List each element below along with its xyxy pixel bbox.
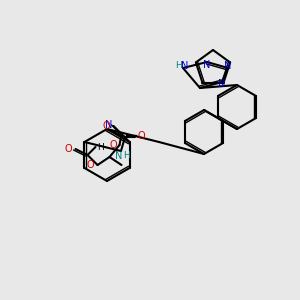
Text: N: N	[115, 151, 123, 161]
Text: O: O	[65, 144, 72, 154]
Text: H: H	[175, 61, 182, 70]
Text: O: O	[103, 121, 110, 131]
Text: N: N	[181, 61, 189, 71]
Text: H: H	[123, 152, 129, 160]
Text: O: O	[87, 160, 94, 170]
Text: N: N	[224, 61, 232, 71]
Text: O: O	[110, 140, 117, 150]
Text: N: N	[218, 79, 226, 89]
Text: H: H	[97, 142, 104, 152]
Text: N: N	[105, 120, 113, 130]
Text: N: N	[203, 60, 211, 70]
Text: O: O	[137, 131, 145, 141]
